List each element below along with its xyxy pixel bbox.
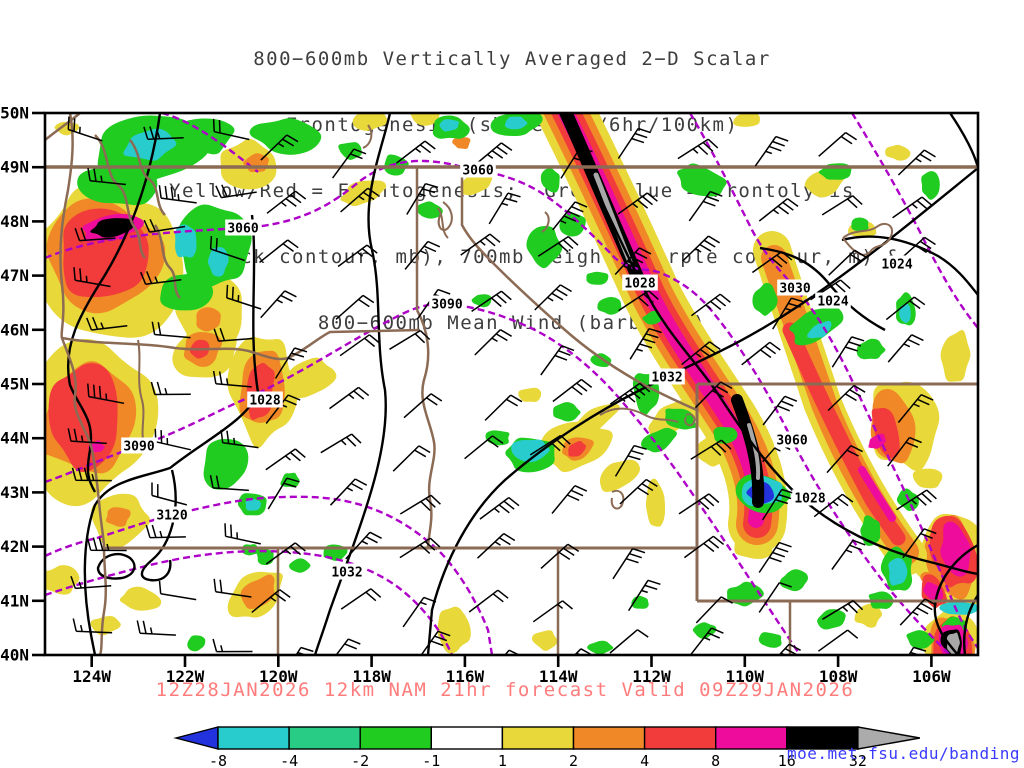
lat-tick-label: 41N bbox=[0, 591, 29, 610]
svg-text:1032: 1032 bbox=[651, 371, 682, 386]
lon-tick-label: 116W bbox=[446, 667, 485, 686]
lat-tick-label: 45N bbox=[0, 375, 29, 394]
colorbar-tick-label: 4 bbox=[640, 752, 649, 768]
svg-text:3060: 3060 bbox=[462, 164, 493, 179]
colorbar-segment bbox=[430, 726, 504, 750]
colorbar-segment bbox=[501, 726, 575, 750]
colorbar-tick-label: 2 bbox=[569, 752, 578, 768]
colorbar-left-arrow bbox=[173, 726, 219, 750]
svg-text:1028: 1028 bbox=[249, 394, 280, 409]
title-line-1: 800−600mb Vertically Averaged 2−D Scalar bbox=[253, 48, 771, 70]
source-link[interactable]: moe.met.fsu.edu/banding bbox=[787, 744, 1021, 763]
lon-tick-label: 106W bbox=[912, 667, 951, 686]
svg-text:1028: 1028 bbox=[624, 277, 655, 292]
lon-tick-label: 108W bbox=[819, 667, 858, 686]
lon-axis: 124W 122W 120W 118W 116W 114W 112W 110W 108W 106W bbox=[72, 655, 951, 686]
colorbar-tick-label: 16 bbox=[778, 752, 796, 768]
state-borders bbox=[45, 113, 978, 655]
lon-tick-label: 112W bbox=[632, 667, 671, 686]
lat-tick-label: 43N bbox=[0, 483, 29, 502]
contour-labels: 3060 3060 3090 3090 3120 3030 3060 1028 1028 1032… bbox=[121, 161, 915, 581]
map-interior: 3060 3060 3090 3090 3120 3030 3060 1028 1028 1032… bbox=[45, 113, 978, 655]
svg-text:3030: 3030 bbox=[779, 282, 810, 297]
colorbar-tick-label: -1 bbox=[422, 752, 440, 768]
colorbar-tick-label: -2 bbox=[351, 752, 369, 768]
colorbar-right-arrow bbox=[857, 726, 921, 750]
svg-text:1032: 1032 bbox=[331, 566, 362, 581]
lat-tick-label: 44N bbox=[0, 429, 29, 448]
wind-barbs bbox=[67, 116, 937, 655]
forecast-valid-time-label: 12Z28JAN2026 12km NAM 21hr forecast Vali… bbox=[155, 679, 855, 701]
lon-tick-label: 110W bbox=[726, 667, 765, 686]
svg-text:3060: 3060 bbox=[227, 222, 258, 237]
colorbar-tick-label: 8 bbox=[711, 752, 720, 768]
svg-text:3090: 3090 bbox=[431, 298, 462, 313]
svg-text:3060: 3060 bbox=[776, 434, 807, 449]
colorbar-segment bbox=[217, 726, 290, 750]
svg-text:1024: 1024 bbox=[881, 258, 912, 273]
colorbar-segment bbox=[288, 726, 361, 750]
svg-text:1028: 1028 bbox=[794, 492, 825, 507]
colorbar-tick-label: -4 bbox=[280, 752, 298, 768]
colorbar-segment bbox=[715, 726, 788, 750]
lat-tick-label: 42N bbox=[0, 537, 29, 556]
lon-tick-label: 114W bbox=[539, 667, 578, 686]
colorbar-tick-label: -8 bbox=[209, 752, 227, 768]
svg-text:3120: 3120 bbox=[156, 509, 187, 524]
lon-tick-label: 122W bbox=[166, 667, 205, 686]
colorbar-segment bbox=[643, 726, 717, 750]
lat-tick-label: 40N bbox=[0, 646, 29, 665]
svg-text:3090: 3090 bbox=[123, 440, 154, 455]
colorbar-tick-label: 1 bbox=[498, 752, 507, 768]
lat-tick-label: 46N bbox=[0, 320, 29, 339]
lat-tick-label: 49N bbox=[0, 158, 29, 177]
frontolysis-shading bbox=[77, 113, 978, 655]
lon-tick-label: 124W bbox=[72, 667, 111, 686]
colorbar-segment bbox=[359, 726, 433, 750]
colorbar-tick-label: 32 bbox=[849, 752, 867, 768]
lon-tick-label: 120W bbox=[259, 667, 298, 686]
lat-tick-label: 48N bbox=[0, 212, 29, 231]
svg-text:1024: 1024 bbox=[817, 295, 848, 310]
colorbar-segment bbox=[572, 726, 646, 750]
title-line-5: 800−600mb Mean Wind (barb, kt) bbox=[317, 312, 707, 334]
lat-axis: 50N 49N 48N 47N 46N 45N 44N 43N 42N 41N 40N bbox=[0, 104, 45, 665]
lat-tick-label: 50N bbox=[0, 104, 29, 123]
lon-tick-label: 118W bbox=[352, 667, 391, 686]
lat-tick-label: 47N bbox=[0, 266, 29, 285]
colorbar: -8 -4 -2 -1 1 2 4 8 16 32 bbox=[173, 726, 921, 768]
